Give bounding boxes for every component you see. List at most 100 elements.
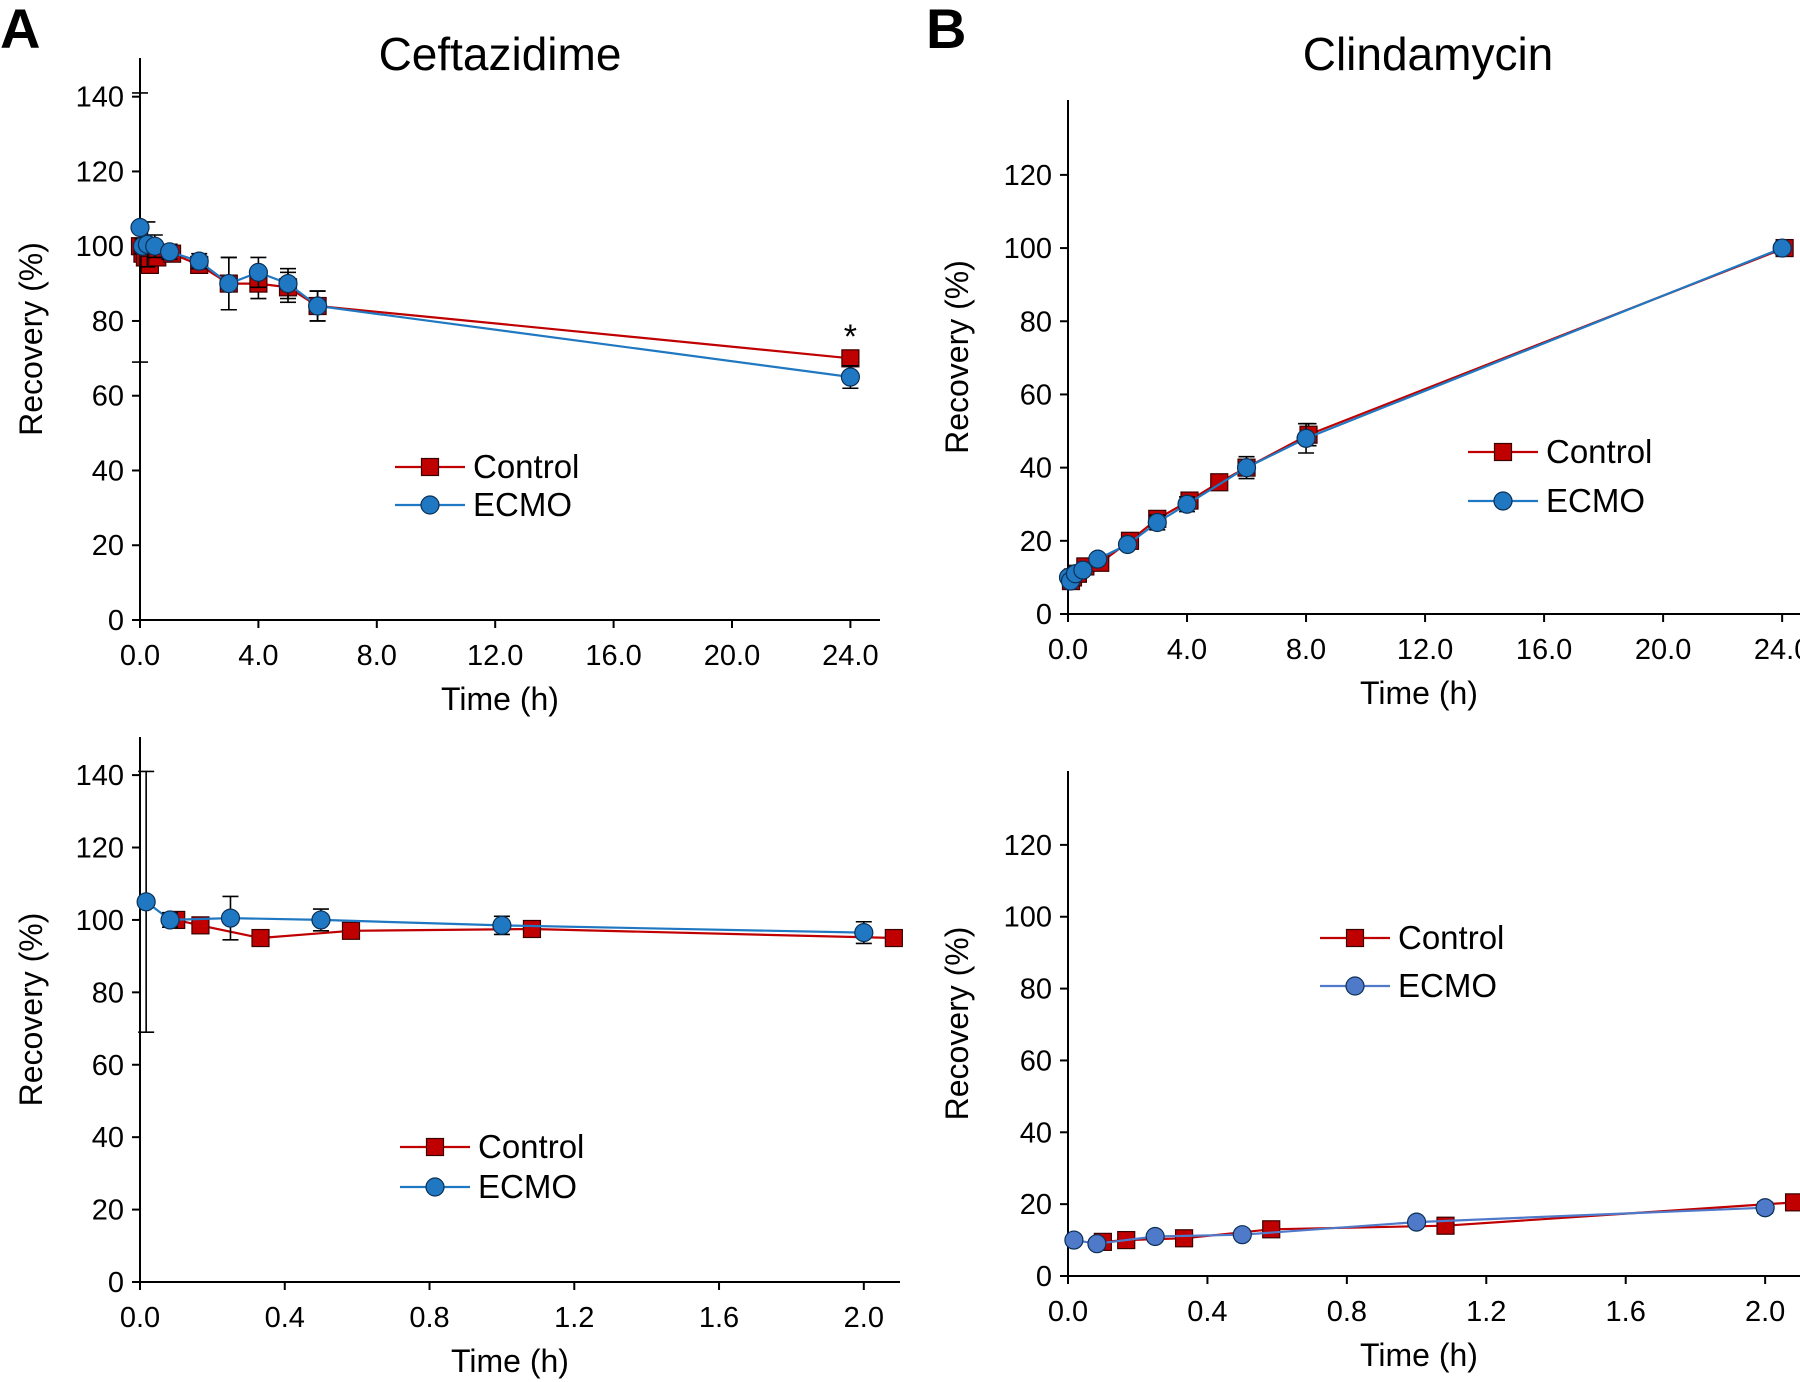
legend-label-ecmo: ECMO xyxy=(1546,482,1645,519)
data-point-ecmo xyxy=(1296,428,1316,448)
chart-ceftazidime-2h: 0 20 40 60 80 100 120 140 0.0 0.4 0.8 1.2 1.6 2.0 Time… xyxy=(13,737,903,1379)
x-tick-label: 1.2 xyxy=(554,1302,594,1334)
data-point-ecmo xyxy=(1087,1234,1107,1254)
y-axis-label: Recovery (%) xyxy=(13,913,49,1107)
x-tick-label: 12.0 xyxy=(1397,634,1453,666)
data-point-ecmo xyxy=(1755,1198,1775,1218)
y-tick-label: 80 xyxy=(92,977,124,1009)
data-point-ecmo xyxy=(1145,1226,1165,1247)
data-point-control xyxy=(251,928,270,948)
x-tick-label: 12.0 xyxy=(467,640,523,672)
chart-title: Clindamycin xyxy=(1303,28,1554,80)
y-tick-label: 40 xyxy=(1020,1117,1052,1149)
y-tick-label: 120 xyxy=(76,156,124,188)
data-point-ecmo xyxy=(1772,238,1792,258)
y-tick-label: 100 xyxy=(1004,902,1052,934)
y-tick-label: 0 xyxy=(1036,1261,1052,1293)
y-tick-label: 20 xyxy=(92,530,124,562)
legend-label-ecmo: ECMO xyxy=(1398,967,1497,1004)
y-tick-label: 140 xyxy=(76,760,124,792)
data-point-ecmo xyxy=(1232,1225,1252,1245)
series-line-control xyxy=(1070,247,1786,582)
y-tick-label: 80 xyxy=(1020,974,1052,1006)
data-point-ecmo xyxy=(189,251,209,271)
data-point-ecmo xyxy=(854,923,874,943)
x-axis-label: Time (h) xyxy=(1360,1337,1478,1373)
data-point-control xyxy=(884,928,903,948)
x-tick-label: 2.0 xyxy=(1745,1296,1785,1328)
y-tick-label: 40 xyxy=(1020,453,1052,485)
data-point-control xyxy=(522,919,542,939)
y-tick-label: 20 xyxy=(92,1195,124,1227)
panel-label-a: A xyxy=(0,0,40,60)
y-tick-label: 80 xyxy=(1020,306,1052,338)
x-tick-label: 8.0 xyxy=(1286,634,1326,666)
series-line-control xyxy=(138,245,851,360)
data-point-ecmo xyxy=(308,296,328,316)
y-axis-label: Recovery (%) xyxy=(939,260,975,454)
y-tick-label: 120 xyxy=(1004,830,1052,862)
data-point-ecmo xyxy=(1117,534,1138,555)
legend-label-ecmo: ECMO xyxy=(473,486,572,523)
data-point-ecmo xyxy=(220,908,241,928)
legend-marker xyxy=(425,1137,445,1157)
data-point-ecmo xyxy=(219,273,239,294)
y-tick-label: 40 xyxy=(92,455,124,487)
chart-clindamycin-24h: Clindamycin 0 20 40 60 80 100 120 0.0 4.0 8.0 12.0 1… xyxy=(939,28,1800,711)
y-tick-label: 0 xyxy=(1036,599,1052,631)
data-point-ecmo xyxy=(130,217,150,238)
legend-label-control: Control xyxy=(473,448,579,485)
data-point-control xyxy=(1784,1193,1800,1212)
legend-marker xyxy=(425,1177,445,1197)
y-tick-label: 80 xyxy=(92,306,124,338)
data-point-control xyxy=(1174,1229,1194,1248)
series-line-ecmo xyxy=(1067,247,1783,584)
y-tick-label: 0 xyxy=(108,605,124,637)
x-tick-label: 0.4 xyxy=(1187,1296,1227,1328)
data-point-ecmo xyxy=(492,915,512,935)
legend-label-control: Control xyxy=(1398,919,1504,956)
data-point-control xyxy=(191,916,210,935)
data-point-ecmo xyxy=(1406,1212,1427,1232)
chart-clindamycin-2h: 0 20 40 60 80 100 120 0.0 0.4 0.8 1.2 1.6 2.0 Time (h… xyxy=(939,771,1800,1373)
data-point-ecmo xyxy=(160,242,180,262)
x-axis-label: Time (h) xyxy=(1360,675,1478,711)
x-tick-label: 24.0 xyxy=(822,640,878,672)
x-tick-label: 0.0 xyxy=(120,1302,160,1334)
x-tick-label: 0.4 xyxy=(265,1302,305,1334)
data-point-ecmo xyxy=(160,910,180,930)
x-tick-label: 0.8 xyxy=(1327,1296,1367,1328)
y-tick-label: 60 xyxy=(1020,1045,1052,1077)
legend-marker xyxy=(1345,928,1365,948)
x-tick-label: 4.0 xyxy=(1167,634,1207,666)
y-tick-label: 100 xyxy=(1004,233,1052,265)
x-tick-label: 16.0 xyxy=(585,640,641,672)
data-point-control xyxy=(341,921,361,940)
y-tick-label: 120 xyxy=(1004,160,1052,192)
x-tick-label: 20.0 xyxy=(704,640,760,672)
legend-marker xyxy=(420,495,440,515)
data-point-ecmo xyxy=(1064,1230,1084,1250)
y-tick-label: 60 xyxy=(92,1050,124,1082)
y-axis-label: Recovery (%) xyxy=(13,242,49,436)
x-tick-label: 0.0 xyxy=(1048,1296,1088,1328)
x-tick-label: 1.6 xyxy=(699,1302,739,1334)
x-axis-label: Time (h) xyxy=(451,1343,569,1379)
chart-title: Ceftazidime xyxy=(379,28,622,80)
x-tick-label: 0.8 xyxy=(409,1302,449,1334)
x-tick-label: 20.0 xyxy=(1635,634,1691,666)
data-point-ecmo xyxy=(840,367,861,387)
series-line-ecmo xyxy=(138,227,851,379)
x-tick-label: 16.0 xyxy=(1516,634,1572,666)
legend-label-control: Control xyxy=(478,1128,584,1165)
data-point-ecmo xyxy=(1073,560,1093,580)
legend-marker xyxy=(1493,442,1513,462)
data-point-ecmo xyxy=(1236,458,1257,478)
x-tick-label: 2.0 xyxy=(844,1302,884,1334)
y-tick-label: 100 xyxy=(76,905,124,937)
legend-marker xyxy=(1345,976,1365,996)
x-tick-label: 8.0 xyxy=(357,640,397,672)
x-tick-label: 1.2 xyxy=(1466,1296,1506,1328)
y-tick-label: 20 xyxy=(1020,1189,1052,1221)
